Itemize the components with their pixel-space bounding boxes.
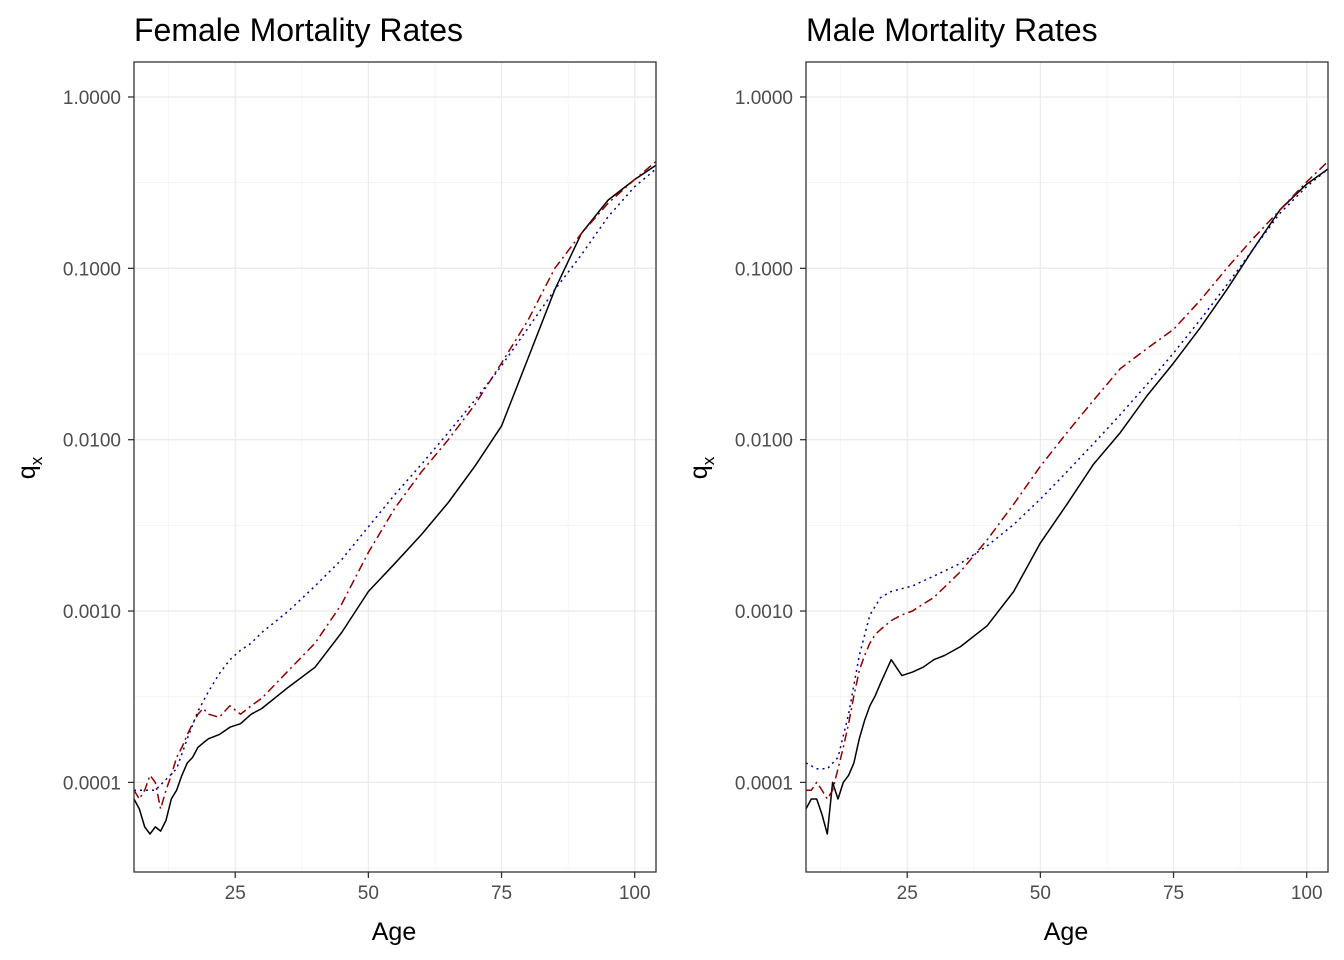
female-y-tick-label: 0.0001	[63, 773, 121, 794]
female-y-axis-title-sub: x	[27, 456, 46, 465]
male-series-solid-line	[805, 168, 1329, 835]
male-series-dashdot-line	[806, 160, 1329, 800]
female-y-tick-label: 0.1000	[63, 259, 121, 280]
male-y-axis-title: qx	[685, 456, 718, 479]
male-y-tick-label: 0.1000	[735, 259, 793, 280]
female-plot-area: 25 50 75 100 0.0001 0.0010 0.0100 0.1000 1.0000	[63, 61, 657, 904]
male-x-tick-label: 75	[1163, 883, 1184, 904]
male-y-tick-label: 0.0001	[735, 773, 793, 794]
female-y-axis-title-main: q	[13, 465, 41, 479]
female-y-tick-label: 0.0010	[63, 602, 121, 623]
male-y-axis-title-sub: x	[699, 456, 718, 465]
female-panel: Female Mortality Rates Age qx 25 50 75 100 0…	[13, 12, 657, 946]
female-y-tick-label: 1.0000	[63, 88, 121, 109]
male-chart-title: Male Mortality Rates	[806, 12, 1098, 48]
female-series-solid-line	[133, 164, 657, 835]
male-series-dotted-line	[805, 168, 1329, 770]
male-y-axis-title-main: q	[685, 465, 713, 479]
male-panel-border	[805, 61, 1329, 873]
male-x-tick-label: 100	[1291, 883, 1323, 904]
male-plot-area: 25 50 75 100 0.0001 0.0010 0.0100 0.1000 1.0000	[735, 61, 1329, 904]
female-x-tick-label: 75	[491, 883, 512, 904]
male-y-tick-label: 0.0010	[735, 602, 793, 623]
male-x-tick-label: 50	[1030, 883, 1051, 904]
female-chart-title: Female Mortality Rates	[134, 12, 463, 48]
female-series-dotted-line	[134, 168, 657, 791]
female-x-tick-label: 25	[225, 883, 246, 904]
female-y-tick-label: 0.0100	[63, 431, 121, 452]
male-panel: Male Mortality Rates Age qx 25 50 75 100 0.0…	[685, 12, 1329, 946]
male-x-tick-label: 25	[897, 883, 918, 904]
female-x-tick-label: 50	[358, 883, 379, 904]
male-y-tick-label: 0.0100	[735, 431, 793, 452]
female-x-tick-label: 100	[619, 883, 651, 904]
svg-text:qx: qx	[685, 456, 718, 479]
female-panel-border	[133, 61, 657, 873]
female-y-axis-title: qx	[13, 456, 46, 479]
female-series-dashdot-line	[133, 160, 657, 810]
female-x-axis-title: Age	[372, 918, 416, 946]
male-x-axis-title: Age	[1044, 918, 1088, 946]
male-y-tick-label: 1.0000	[735, 88, 793, 109]
svg-text:qx: qx	[13, 456, 46, 479]
